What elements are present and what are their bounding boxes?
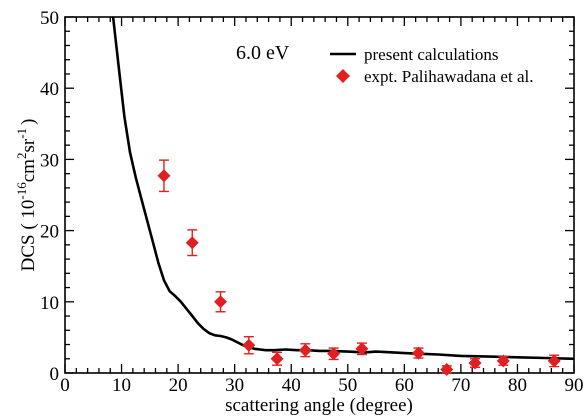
y-title-exp3: -1 — [14, 128, 29, 139]
plot-content — [111, 16, 575, 376]
plot-frame — [64, 16, 575, 374]
legend: present calculations expt. Palihawadana … — [330, 45, 533, 86]
x-tick-label: 90 — [565, 375, 584, 396]
data-point — [440, 362, 454, 376]
data-point — [496, 354, 510, 368]
data-point — [468, 356, 482, 370]
data-point — [411, 346, 425, 360]
x-tick-label: 30 — [225, 375, 244, 396]
y-tick-label: 0 — [50, 364, 60, 385]
data-point — [355, 342, 369, 356]
data-point — [242, 338, 256, 352]
data-point — [547, 354, 561, 368]
data-point — [214, 295, 228, 309]
plot-area-border — [64, 16, 575, 374]
axis-ticks — [64, 16, 575, 374]
legend-label-calculations: present calculations — [364, 45, 499, 64]
data-point — [157, 169, 171, 183]
y-title-suffix: ) — [18, 119, 39, 125]
x-tick-label: 50 — [338, 375, 357, 396]
x-tick-label: 40 — [282, 375, 301, 396]
y-title-sr: sr — [18, 138, 39, 152]
y-tick-labels: 0 10 20 30 40 50 — [40, 8, 59, 385]
data-point — [185, 236, 199, 250]
x-tick-label: 20 — [169, 375, 188, 396]
x-tick-label: 80 — [508, 375, 527, 396]
y-title-exp1: -16 — [14, 182, 29, 200]
y-title-prefix: DCS ( 10 — [18, 200, 39, 272]
y-tick-label: 10 — [40, 293, 59, 314]
x-tick-labels: 0 10 20 30 40 50 60 70 80 90 — [60, 375, 583, 396]
y-tick-label: 30 — [40, 150, 59, 171]
legend-diamond-swatch — [336, 69, 350, 83]
y-title-exp2: 2 — [14, 153, 29, 160]
calculation-line — [111, 16, 575, 361]
y-tick-label: 40 — [40, 79, 59, 100]
legend-label-experiment: expt. Palihawadana et al. — [364, 67, 533, 86]
x-axis-title: scattering angle (degree) — [225, 395, 413, 416]
y-tick-label: 50 — [40, 8, 59, 29]
energy-annotation: 6.0 eV — [236, 42, 290, 64]
x-tick-label: 0 — [60, 375, 70, 396]
data-point — [270, 352, 284, 366]
y-tick-label: 20 — [40, 222, 59, 243]
x-tick-label: 70 — [451, 375, 470, 396]
y-title-cm: cm — [18, 159, 39, 182]
x-tick-label: 60 — [395, 375, 414, 396]
x-tick-label: 10 — [112, 375, 131, 396]
data-point — [327, 347, 341, 361]
data-point — [298, 343, 312, 357]
y-axis-title: DCS ( 10-16cm2sr-1) — [14, 119, 39, 272]
